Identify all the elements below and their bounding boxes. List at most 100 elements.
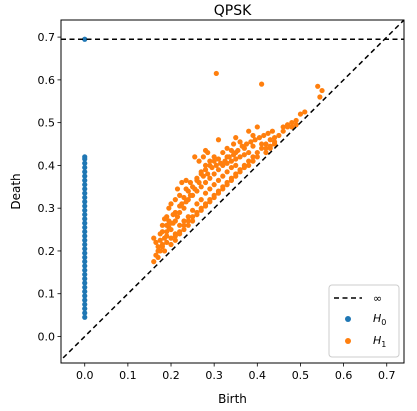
- point-h1: [261, 132, 267, 139]
- point-h0: [82, 186, 88, 192]
- point-h1: [164, 239, 170, 245]
- point-h1: [194, 177, 200, 183]
- point-h1: [183, 177, 189, 183]
- point-h1: [205, 149, 211, 156]
- point-h1: [271, 135, 278, 141]
- point-h1: [202, 162, 209, 169]
- point-h0: [82, 160, 88, 166]
- point-h0: [82, 194, 88, 201]
- point-h1: [250, 143, 256, 149]
- point-h1: [205, 171, 211, 177]
- legend-h1-letter: H: [373, 334, 381, 347]
- point-h1: [215, 188, 222, 194]
- point-h1: [220, 149, 226, 156]
- x-tick-label: 0.0: [76, 369, 94, 382]
- point-h1: [185, 188, 191, 194]
- y-tick-label: 0.6: [38, 74, 56, 87]
- y-tick-label: 0.4: [38, 159, 56, 172]
- point-h0: [82, 233, 88, 239]
- point-h1: [237, 139, 243, 145]
- point-h1: [159, 229, 165, 235]
- point-h1: [174, 214, 181, 220]
- point-h0: [82, 284, 88, 290]
- point-h0: [82, 203, 88, 209]
- point-h1: [226, 154, 232, 160]
- point-h1: [254, 149, 260, 156]
- x-axis-ticks: 0.0 0.1 0.2 0.3 0.4 0.5 0.6 0.7: [76, 363, 395, 382]
- point-h1: [177, 203, 183, 209]
- y-tick-label: 0.1: [38, 288, 56, 301]
- legend-box: [328, 284, 400, 358]
- legend-h0-letter: H: [373, 312, 381, 325]
- point-h0: [82, 207, 88, 213]
- point-h1: [259, 145, 265, 151]
- point-h1: [185, 222, 191, 228]
- point-h1: [198, 171, 204, 177]
- point-h1: [189, 214, 196, 220]
- point-h0: [82, 156, 88, 162]
- point-h1: [164, 214, 170, 220]
- point-h1: [241, 162, 247, 169]
- point-h1: [250, 158, 256, 164]
- point-h1: [168, 241, 174, 248]
- point-h1: [161, 248, 168, 254]
- point-h1: [228, 164, 235, 171]
- point-h1: [280, 128, 286, 134]
- point-h1: [192, 154, 198, 160]
- point-h1: [263, 141, 269, 147]
- point-h1: [177, 209, 183, 216]
- legend-h1-subscript: 1: [381, 340, 386, 349]
- point-h1: [198, 205, 204, 211]
- point-h0: [82, 241, 88, 248]
- point-h1: [271, 141, 278, 147]
- point-h1: [246, 149, 252, 156]
- point-h1: [159, 222, 165, 228]
- x-tick-label: 0.1: [119, 369, 137, 382]
- point-h1: [259, 81, 265, 87]
- point-h1: [224, 145, 230, 151]
- point-h1: [289, 124, 295, 130]
- point-h1: [230, 141, 237, 147]
- point-h0: [82, 199, 88, 205]
- point-h1: [259, 141, 265, 147]
- point-h1: [220, 184, 226, 190]
- point-h1: [172, 233, 178, 239]
- point-h1: [189, 218, 196, 224]
- point-h1: [202, 179, 209, 186]
- point-h0: [82, 297, 88, 303]
- point-h1: [194, 209, 200, 216]
- point-h1: [185, 214, 191, 220]
- point-h1: [284, 124, 291, 130]
- point-h1: [233, 171, 239, 177]
- point-h1: [228, 175, 235, 181]
- point-h1: [157, 248, 163, 254]
- point-h1: [211, 154, 217, 160]
- point-h1: [164, 233, 170, 239]
- point-h1: [164, 222, 170, 228]
- point-h1: [207, 186, 213, 192]
- point-h1: [198, 184, 204, 190]
- y-tick-label: 0.3: [38, 202, 56, 215]
- point-h0: [82, 276, 88, 282]
- x-tick-label: 0.5: [292, 369, 310, 382]
- point-h1: [194, 201, 200, 207]
- point-h1: [153, 239, 159, 245]
- point-h0: [82, 271, 88, 278]
- point-h1: [248, 139, 254, 145]
- points-layer: [82, 36, 325, 320]
- point-h1: [220, 173, 226, 179]
- point-h1: [151, 259, 157, 265]
- point-h1: [228, 158, 235, 164]
- point-h1: [157, 237, 163, 243]
- point-h1: [164, 229, 170, 235]
- point-h1: [293, 117, 299, 124]
- point-h1: [218, 160, 224, 166]
- point-h1: [319, 87, 325, 94]
- point-h0: [82, 301, 88, 308]
- point-h0: [82, 250, 88, 256]
- point-h1: [211, 158, 217, 164]
- point-h1: [166, 218, 172, 224]
- point-h1: [237, 167, 243, 173]
- point-h1: [166, 205, 172, 211]
